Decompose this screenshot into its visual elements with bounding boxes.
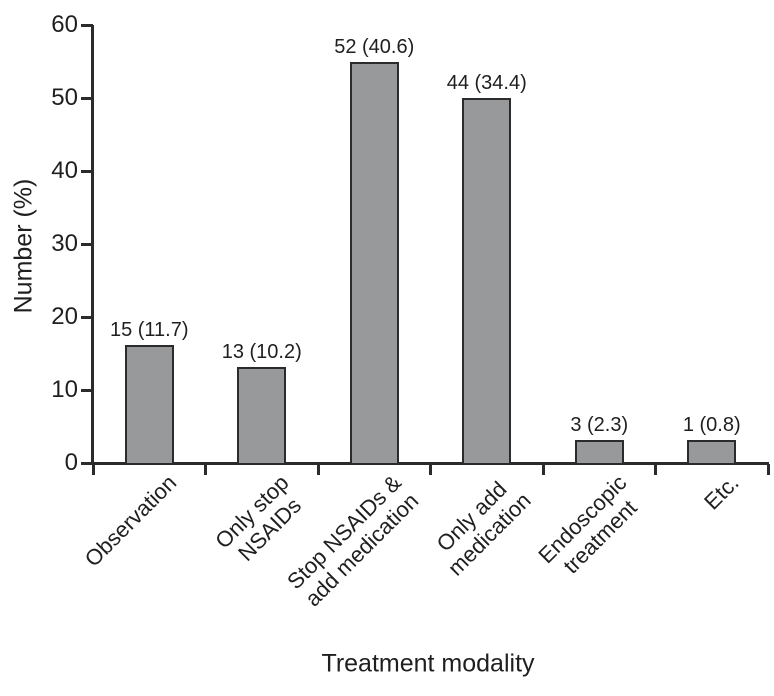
y-tick: [81, 388, 93, 392]
x-category-label: Only stop NSAIDs: [210, 470, 306, 566]
bar-value-label: 44 (34.4): [446, 72, 527, 94]
x-tick: [91, 464, 95, 475]
x-tick: [204, 464, 207, 475]
x-tick: [316, 464, 320, 475]
bar-value-label: 52 (40.6): [334, 35, 415, 58]
x-category-label: Observation: [79, 470, 181, 572]
y-tick: [81, 242, 93, 246]
y-tick-label: 60: [51, 11, 78, 38]
bar: [687, 439, 737, 465]
x-category-label: Stop NSAIDs & add medication: [281, 470, 424, 612]
x-category-label: Etc.: [698, 470, 744, 515]
x-category-label: Only add medication: [431, 476, 537, 581]
x-category-label: Endoscopic treatment: [532, 470, 642, 579]
y-tick-label: 20: [51, 303, 78, 330]
y-tick-label: 0: [64, 449, 78, 476]
y-tick: [81, 96, 93, 100]
y-tick: [81, 315, 93, 319]
bar-value-label: 3 (2.3): [570, 413, 629, 436]
x-tick: [766, 464, 770, 475]
y-tick-label: 40: [51, 157, 78, 184]
bar-value-label: 1 (0.8): [682, 413, 741, 436]
bar-value-label: 15 (11.7): [109, 318, 189, 341]
x-tick: [541, 464, 545, 475]
x-axis-title: Treatment modality: [321, 649, 535, 678]
y-tick: [81, 23, 93, 27]
y-tick-label: 30: [51, 230, 78, 257]
y-tick-label: 10: [51, 376, 78, 403]
y-tick: [81, 169, 93, 173]
x-tick: [429, 464, 432, 475]
bar: [124, 344, 174, 465]
y-tick-label: 50: [51, 84, 78, 111]
bar: [349, 61, 399, 465]
bar: [574, 439, 624, 465]
y-tick: [81, 461, 93, 465]
x-axis-line: [91, 462, 769, 465]
bar: [462, 98, 512, 465]
bar-value-label: 13 (10.2): [221, 340, 302, 363]
x-tick: [654, 464, 657, 475]
bar: [237, 366, 287, 465]
